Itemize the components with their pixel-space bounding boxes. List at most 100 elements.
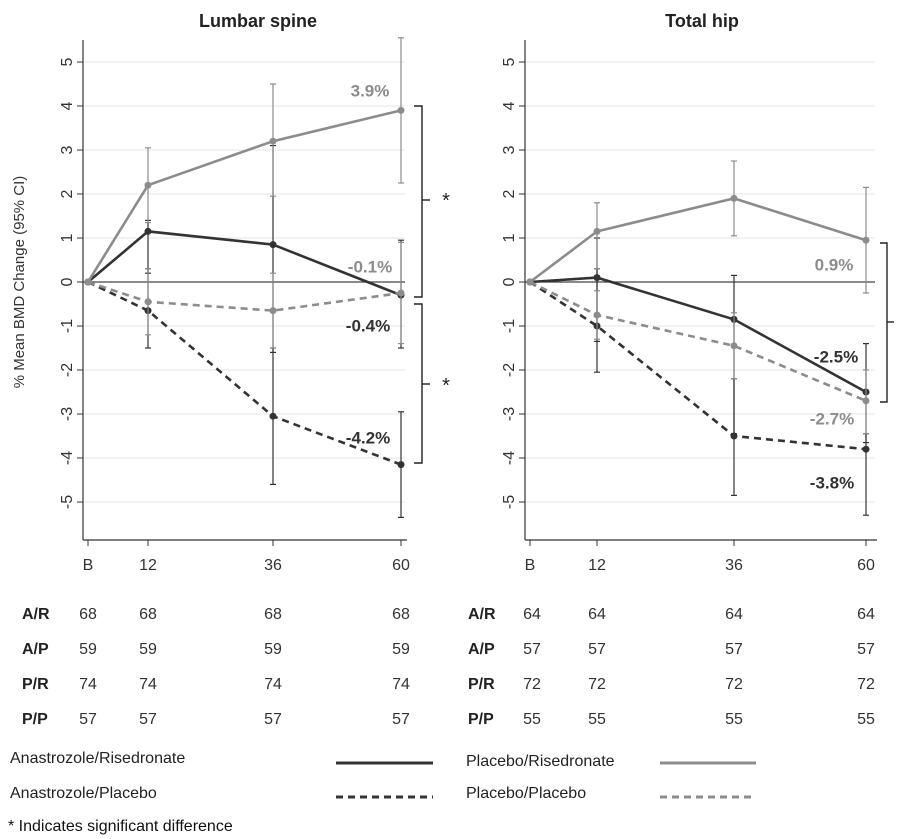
- data-point-placebo-risedronate: [730, 194, 738, 202]
- legend-label-anastrozole-placebo: Anastrozole/Placebo: [10, 785, 157, 802]
- table-cell: 72: [523, 676, 541, 693]
- chart-title: Lumbar spine: [199, 11, 317, 31]
- data-point-anastrozole-risedronate: [269, 241, 277, 249]
- table-row-label-a-p: A/P: [468, 641, 495, 658]
- x-tick-label-60: 60: [392, 557, 410, 574]
- y-tick-label: 1: [501, 233, 518, 242]
- y-tick-label: 0: [59, 277, 76, 286]
- table-cell: 74: [392, 676, 410, 693]
- table-row-label-p-r: P/R: [468, 676, 495, 693]
- table-cell: 57: [857, 641, 875, 658]
- y-tick-label: -2: [59, 363, 76, 377]
- y-tick-label: 4: [501, 101, 518, 110]
- legend-label-anastrozole-risedronate: Anastrozole/Risedronate: [10, 750, 186, 767]
- series-line-placebo-risedronate: [529, 197, 867, 284]
- data-point-placebo-placebo: [269, 307, 277, 315]
- y-tick-label: 5: [59, 57, 76, 66]
- annotation-label: -0.4%: [346, 316, 390, 335]
- table-cell: 59: [139, 641, 157, 658]
- data-point-placebo-placebo: [397, 289, 405, 297]
- annotation-label: -3.8%: [810, 473, 854, 492]
- y-axis-label: % Mean BMD Change (95% CI): [11, 176, 28, 389]
- y-tick-label: -3: [59, 407, 76, 421]
- data-point-placebo-placebo: [593, 311, 601, 319]
- data-point-placebo-placebo: [862, 397, 870, 405]
- data-point-placebo-placebo: [84, 278, 92, 286]
- table-row-label-a-r: A/R: [468, 606, 496, 623]
- annotation-label: -0.1%: [348, 257, 392, 276]
- data-point-placebo-risedronate: [397, 106, 405, 114]
- y-tick-label: -1: [501, 319, 518, 333]
- significance-bracket: [414, 303, 423, 464]
- y-tick-label: -5: [59, 495, 76, 509]
- y-tick-label: -5: [501, 495, 518, 509]
- y-tick-label: 0: [501, 277, 518, 286]
- data-point-placebo-placebo: [526, 278, 534, 286]
- series-line-anastrozole-risedronate: [87, 230, 402, 297]
- series-line-anastrozole-risedronate: [529, 276, 867, 394]
- data-point-anastrozole-placebo: [862, 445, 870, 453]
- table-cell: 72: [588, 676, 606, 693]
- table-cell: 68: [79, 606, 97, 623]
- data-point-placebo-placebo: [730, 342, 738, 350]
- table-cell: 68: [264, 606, 282, 623]
- significance-bracket: [414, 105, 423, 298]
- y-tick-label: 3: [501, 145, 518, 154]
- x-tick-label-b: B: [525, 557, 536, 574]
- table-row-label-p-p: P/P: [22, 711, 48, 728]
- table-row-label-p-r: P/R: [22, 676, 49, 693]
- annotation-label: -2.5%: [814, 347, 858, 366]
- table-row-label-p-p: P/P: [468, 711, 494, 728]
- series-line-anastrozole-placebo: [529, 280, 867, 451]
- table-cell: 55: [523, 711, 541, 728]
- series-line-placebo-placebo: [87, 280, 402, 312]
- table-cell: 64: [588, 606, 606, 623]
- table-cell: 74: [139, 676, 157, 693]
- table-cell: 74: [79, 676, 97, 693]
- x-tick-label-36: 36: [264, 557, 282, 574]
- table-cell: 57: [588, 641, 606, 658]
- table-cell: 68: [392, 606, 410, 623]
- annotation-label: 0.9%: [815, 255, 854, 274]
- table-cell: 57: [264, 711, 282, 728]
- y-tick-label: 2: [501, 189, 518, 198]
- y-tick-label: 5: [501, 57, 518, 66]
- x-tick-label-b: B: [83, 557, 94, 574]
- table-cell: 64: [725, 606, 743, 623]
- table-cell: 55: [725, 711, 743, 728]
- table-cell: 59: [79, 641, 97, 658]
- series-line-placebo-placebo: [529, 280, 867, 402]
- y-tick-label: 3: [59, 145, 76, 154]
- significance-star: *: [442, 375, 450, 397]
- legend-label-placebo-risedronate: Placebo/Risedronate: [466, 753, 615, 770]
- table-cell: 57: [392, 711, 410, 728]
- y-tick-label: -3: [501, 407, 518, 421]
- y-tick-label: 1: [59, 233, 76, 242]
- data-point-placebo-risedronate: [269, 137, 277, 145]
- data-point-placebo-placebo: [144, 298, 152, 306]
- table-cell: 64: [857, 606, 875, 623]
- x-tick-label-12: 12: [139, 557, 157, 574]
- table-cell: 68: [139, 606, 157, 623]
- x-tick-label-36: 36: [725, 557, 743, 574]
- series-line-placebo-risedronate: [86, 109, 402, 283]
- data-point-anastrozole-placebo: [397, 461, 405, 469]
- data-point-placebo-risedronate: [144, 181, 152, 189]
- table-cell: 57: [523, 641, 541, 658]
- series-line-anastrozole-placebo: [87, 280, 402, 466]
- table-cell: 59: [264, 641, 282, 658]
- significance-star: *: [442, 190, 450, 212]
- annotation-label: 3.9%: [351, 81, 390, 100]
- table-cell: 74: [264, 676, 282, 693]
- y-tick-label: -2: [501, 363, 518, 377]
- table-row-label-a-r: A/R: [22, 606, 50, 623]
- annotation-label: -2.7%: [810, 409, 854, 428]
- table-cell: 57: [79, 711, 97, 728]
- x-tick-label-12: 12: [588, 557, 606, 574]
- footnote: * Indicates significant difference: [8, 818, 233, 835]
- y-tick-label: 4: [59, 101, 76, 110]
- table-cell: 72: [857, 676, 875, 693]
- legend-label-placebo-placebo: Placebo/Placebo: [466, 785, 587, 802]
- chart-title: Total hip: [665, 11, 739, 31]
